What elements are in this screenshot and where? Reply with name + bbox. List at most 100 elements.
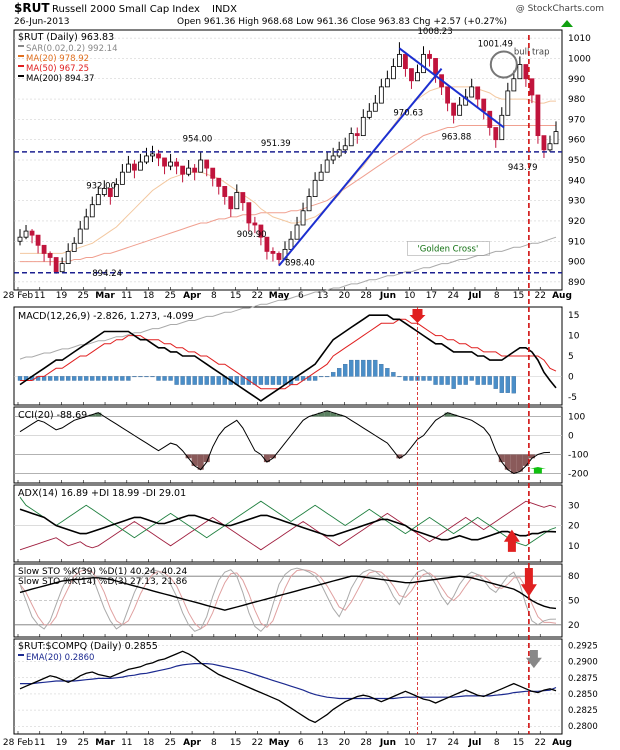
candle-body [228,196,234,210]
panel-frame-3 [13,484,563,563]
candle-body [186,167,192,175]
cci-title: CCI(20) -88.69 [18,410,87,421]
price-tick-label: 1010 [568,34,591,44]
x-axis-label: 15 [513,738,524,748]
macd-histogram-bar [439,376,444,385]
macd-histogram-bar [138,376,143,378]
candle-body [318,171,324,181]
macd-signal-line [20,318,557,390]
price-tick-label: 960 [568,136,585,146]
candle-body [397,53,402,67]
macd-histogram-bar [511,376,516,394]
candle-body [216,177,222,187]
macd-histogram-bar [258,376,264,385]
macd-histogram-bar [84,376,89,381]
x-axis-label: 17 [426,291,437,301]
candle-body [384,78,390,88]
cci-tick-label: 0 [568,432,574,442]
macd-histogram-bar [168,376,173,381]
cci-oversold-fill [528,454,535,459]
x-axis-label: Apr [183,738,201,748]
price-tick-label: 940 [568,176,585,186]
x-axis-label: 10 [404,291,416,301]
candle-body [330,155,336,161]
candle-body [294,224,300,240]
macd-histogram-bar [379,364,384,377]
price-tick-label: 920 [568,217,585,227]
falling-trendline [398,47,505,129]
golden-cross-box [407,241,490,256]
candle-body [192,167,198,173]
ratio-title: $RUT:$COMPQ (Daily) 0.2855 [18,641,158,652]
adx-line [19,508,557,541]
macd-histogram-bar [41,376,47,381]
candle-body [138,161,143,171]
candle-body [71,242,77,252]
macd-histogram-bar [53,376,59,381]
candle-body [258,224,264,238]
macd-histogram-bar [445,376,450,385]
macd-histogram-bar [156,376,161,381]
candle-body [324,159,330,173]
cci-oversold-fill [185,454,192,459]
macd-histogram-bar [198,376,203,385]
price-annotation: 943.79 [508,163,538,173]
macd-histogram-bar [391,372,396,377]
sto-title-2: Slow STO %K(14) %D(3) 27.13, 21.86 [18,577,188,587]
price-legend-item: SAR(0.02,0.2) 992.14 [26,44,118,54]
minus-di-line [19,500,557,551]
macd-histogram-bar [210,376,215,385]
price-annotation: 970.63 [393,108,423,118]
ratio-tick-label: 0.2875 [568,674,598,684]
candle-body [144,155,149,163]
x-axis-label: 19 [56,738,68,748]
ma50-line [20,125,556,263]
sto-tick-label: 50 [568,597,580,607]
ratio-tick-label: 0.2850 [568,690,598,700]
candle-body [150,153,155,157]
price-annotation: 932.00 [86,181,116,191]
x-axis-label: Apr [183,291,201,301]
x-axis-label: 28 Feb [3,291,34,301]
price-annotation: 909.90 [237,230,267,240]
candle-body [409,68,414,82]
sto-k14-line [19,567,557,632]
macd-down-arrow-icon [409,309,426,323]
macd-histogram-bar [186,376,191,385]
macd-histogram-bar [60,376,65,381]
x-axis-label: 18 [143,291,155,301]
sto-down-arrow-icon [520,568,537,597]
ratio-tick-label: 0.2800 [568,722,598,732]
x-axis-label: 10 [404,738,416,748]
price-tick-label: 910 [568,237,585,247]
candle-body [535,94,541,137]
x-axis-label: 17 [426,738,437,748]
price-tick-label: 1000 [568,54,591,64]
adx-tick-label: 30 [568,501,580,511]
cci-oversold-fill [203,454,210,463]
candle-body [451,102,457,116]
x-axis-label: 24 [447,738,459,748]
macd-histogram-bar [493,376,498,389]
cci-overbought-fill [89,414,96,417]
cci-overbought-fill [95,412,102,417]
price-annotation: 963.88 [442,133,472,143]
x-axis-label: 22 [252,738,263,748]
cci-oversold-fill [498,454,505,463]
candle-body [17,236,23,242]
candle-body [113,183,119,197]
ratio-tick-label: 0.2900 [568,658,598,668]
candle-body [59,263,65,273]
candle-body [168,161,173,167]
candle-body [481,98,487,112]
x-axis-label: 13 [317,291,328,301]
candle-body [276,253,282,260]
macd-histogram-bar [373,359,378,377]
x-axis-label: 19 [56,291,68,301]
x-axis-label: 25 [165,291,176,301]
x-axis-label: 22 [252,291,263,301]
candle-body [41,244,47,254]
candle-body [445,86,450,104]
macd-histogram-bar [66,376,71,381]
legend-swatch [18,654,24,656]
